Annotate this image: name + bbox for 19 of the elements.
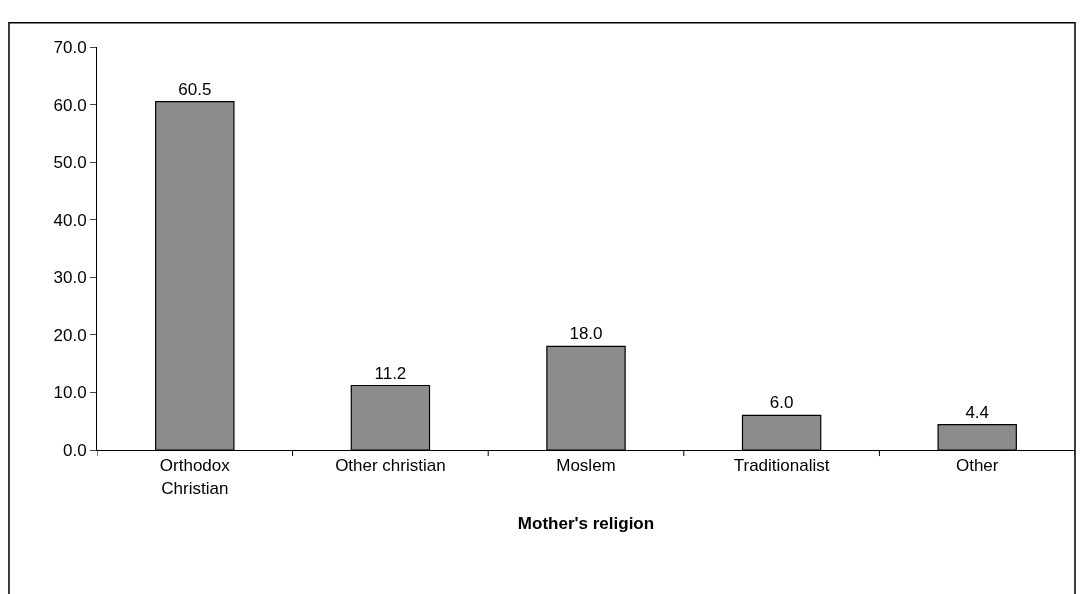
data-label: 4.4 <box>965 402 990 422</box>
data-label: 18.0 <box>569 324 603 344</box>
y-tick-label: 10.0 <box>53 383 87 403</box>
y-tick-label: 20.0 <box>53 325 87 345</box>
y-tick-label: 40.0 <box>53 210 87 230</box>
x-axis-title: Mother's religion <box>517 513 655 533</box>
x-tick-label: Traditionalist <box>733 456 830 476</box>
x-tick-label: Other <box>955 456 999 476</box>
data-label: 6.0 <box>769 393 794 413</box>
x-tick-label: Moslem <box>556 456 616 476</box>
y-tick-label: 50.0 <box>53 153 87 173</box>
y-tick-label: 70.0 <box>53 37 87 57</box>
x-tick-label: Orthodox Christian <box>159 456 231 498</box>
x-tick-label: Other christian <box>335 456 446 476</box>
y-tick-label: 30.0 <box>53 268 87 288</box>
data-label: 11.2 <box>374 363 407 383</box>
y-tick-label: 60.0 <box>53 95 87 115</box>
data-label: 60.5 <box>178 79 212 99</box>
y-tick-label: 0.0 <box>62 440 87 460</box>
